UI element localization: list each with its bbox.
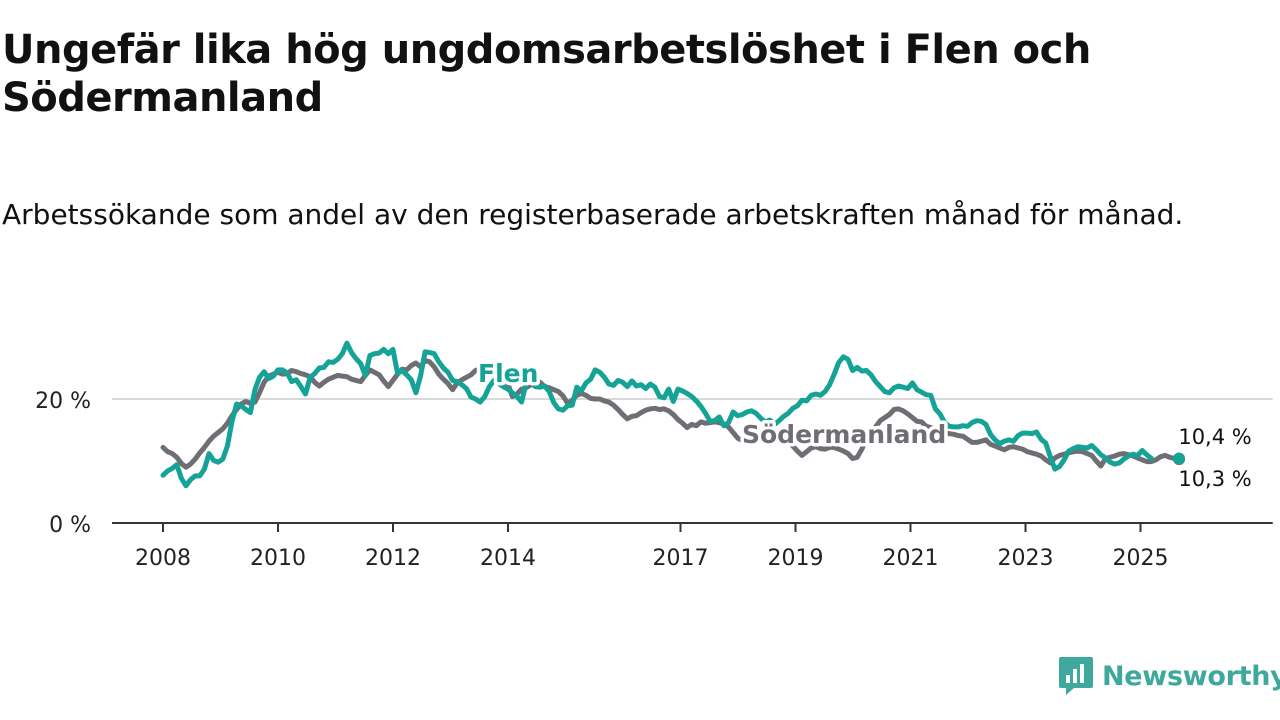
- x-tick-label: 2017: [653, 546, 709, 571]
- end-value-label-sodermanland: 10,3 %: [1178, 467, 1251, 491]
- y-tick-label: 0 %: [49, 513, 91, 538]
- end-dot-flen: [1173, 452, 1186, 465]
- series-line-s-dermanland: [160, 358, 1182, 470]
- x-tick-label: 2012: [365, 546, 421, 571]
- y-tick-label: 20 %: [35, 389, 91, 414]
- x-tick-label: 2019: [768, 546, 824, 571]
- x-tick-label: 2008: [135, 546, 191, 571]
- brand-name: Newsworthy: [1102, 660, 1280, 692]
- newsworthy-logo-icon: [1059, 657, 1093, 695]
- series-label-flen: Flen: [478, 359, 538, 388]
- x-tick-label: 2014: [480, 546, 536, 571]
- chart-title: Ungefär lika hög ungdomsarbetslöshet i F…: [2, 27, 1091, 121]
- x-tick-label: 2010: [250, 546, 306, 571]
- newsworthy-brand: Newsworthy: [1058, 654, 1280, 698]
- x-tick-label: 2025: [1113, 546, 1169, 571]
- chart-subtitle: Arbetssökande som andel av den registerb…: [2, 198, 1184, 231]
- x-tick-label: 2021: [883, 546, 939, 571]
- end-value-label-flen: 10,4 %: [1178, 425, 1251, 449]
- x-tick-label: 2023: [998, 546, 1054, 571]
- series-line-flen: [160, 340, 1154, 489]
- series-label-sodermanland: Södermanland: [742, 420, 946, 449]
